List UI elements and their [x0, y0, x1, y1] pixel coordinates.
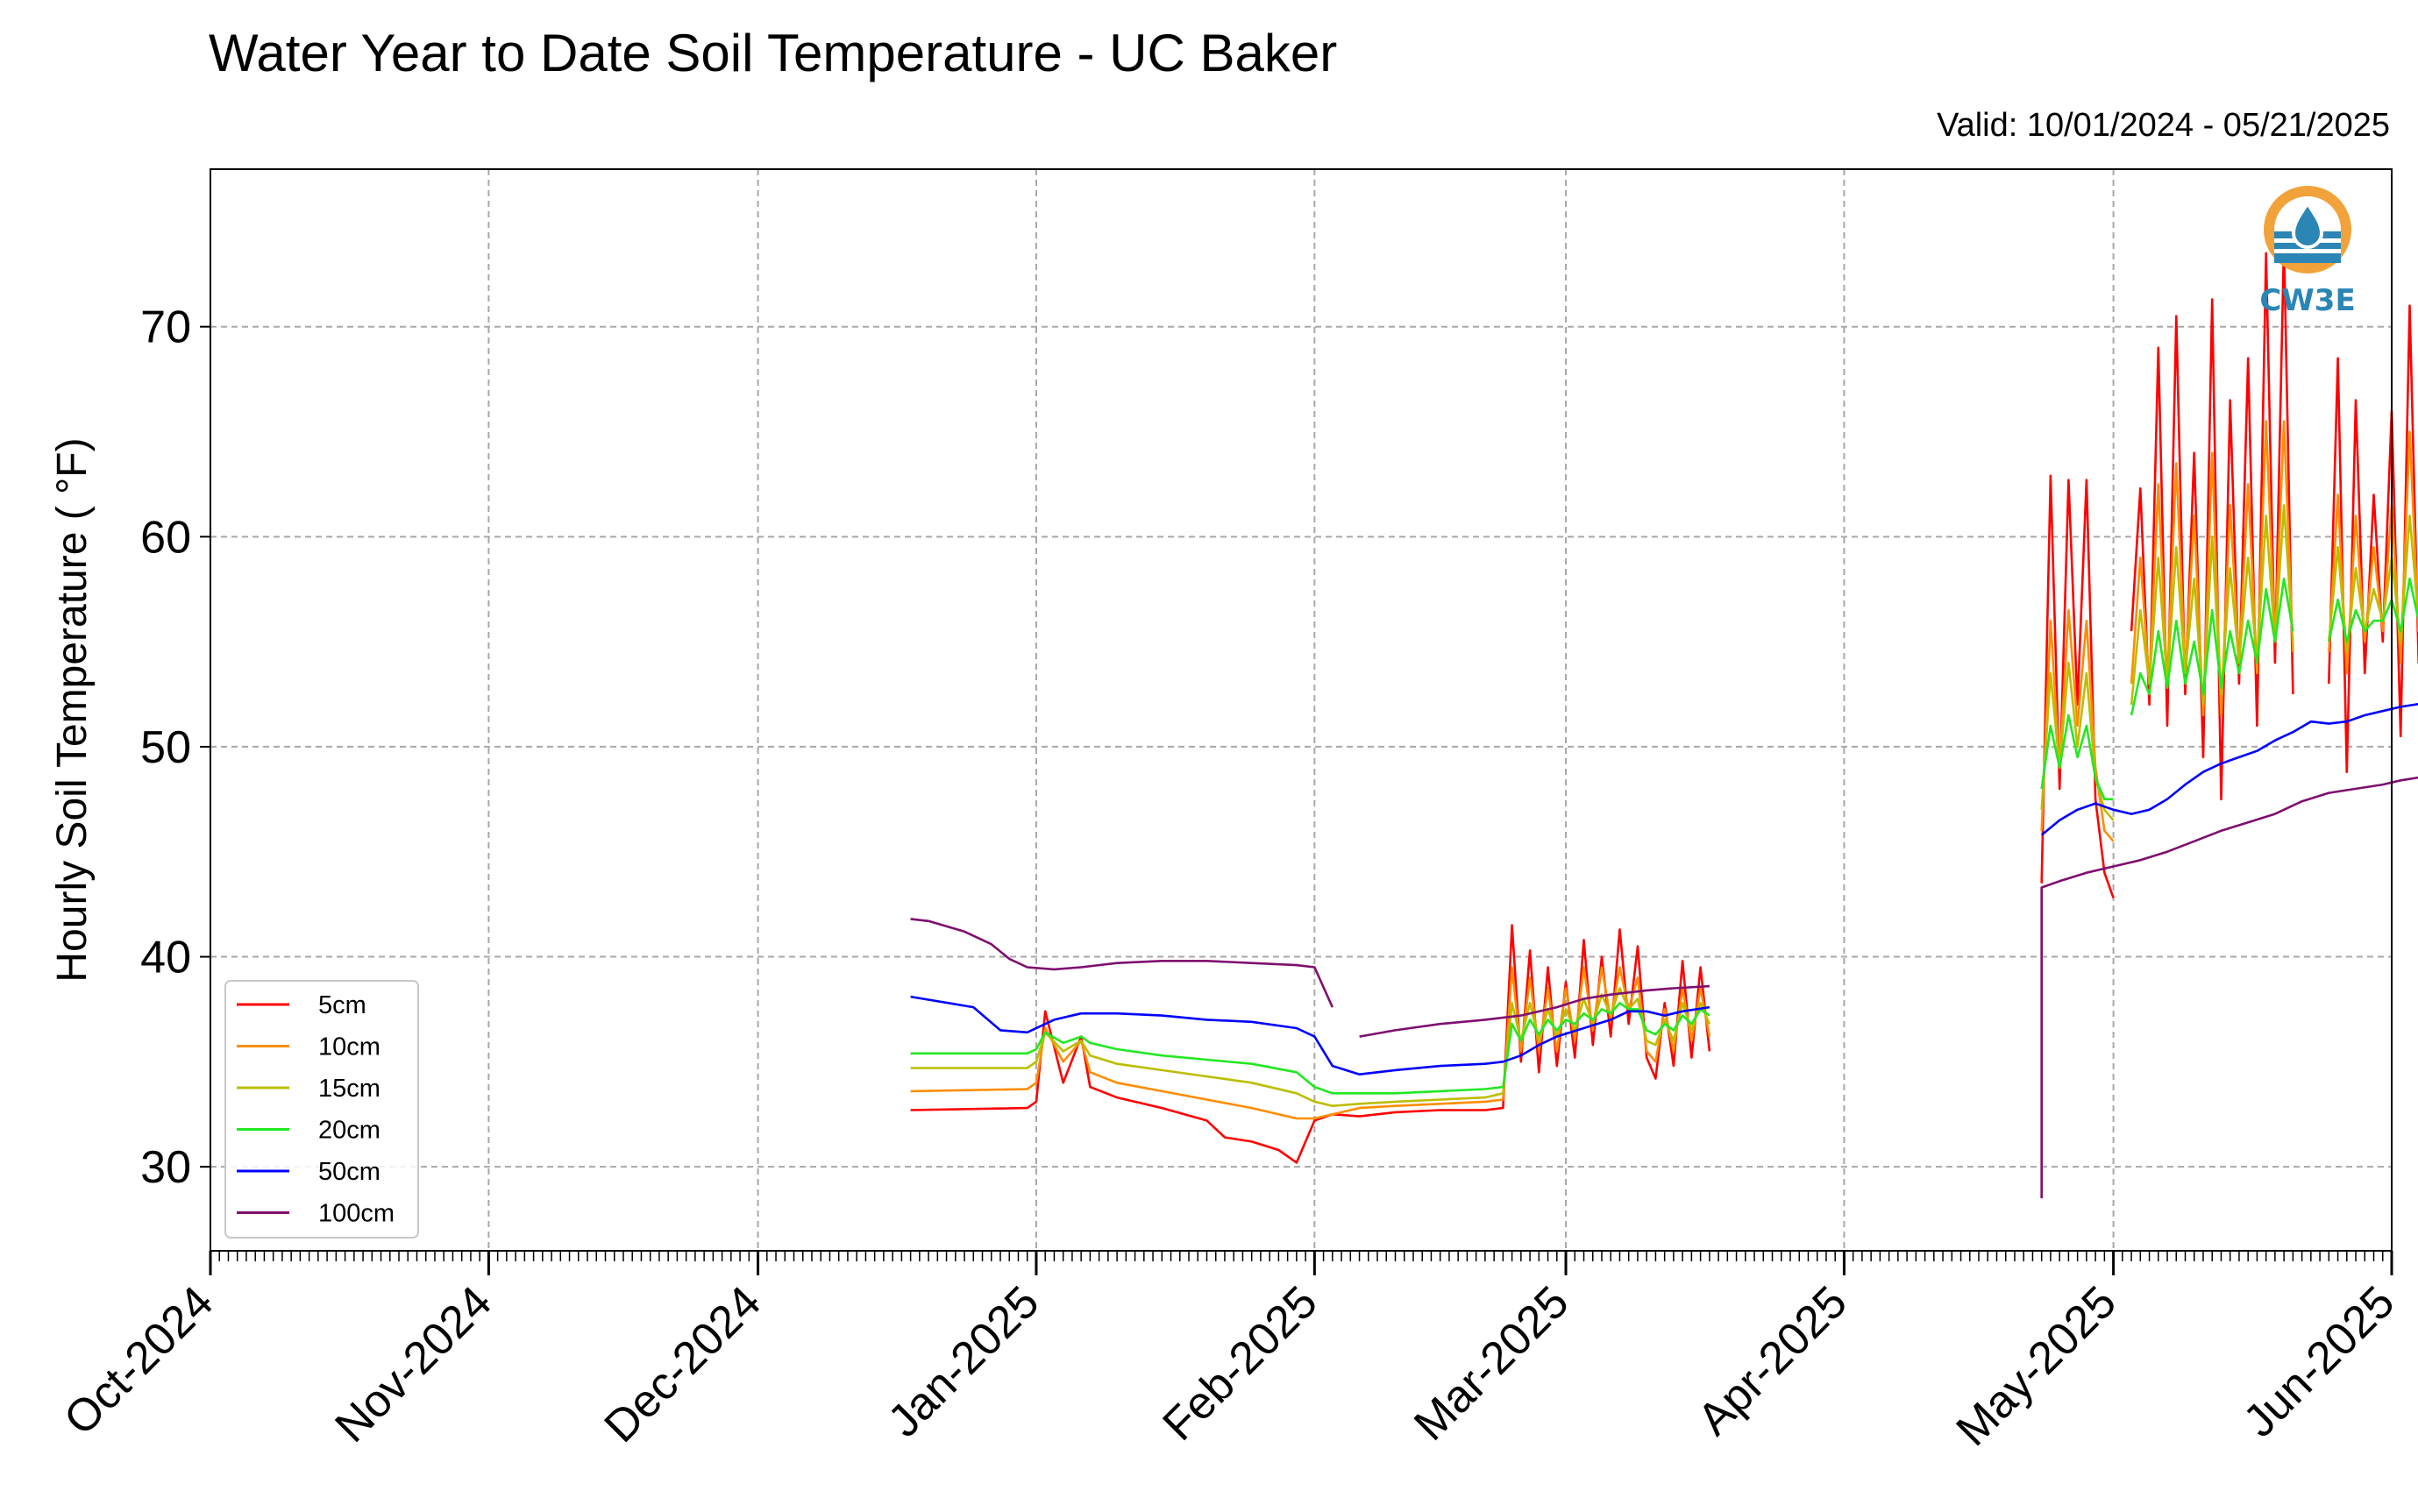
series-line-15cm — [2040, 661, 2115, 821]
legend: 5cm 10cm 15cm 20cm 50cm 100cm — [224, 980, 419, 1239]
x-tick-label: Oct-2024 — [54, 1276, 223, 1445]
x-tick-label: Nov-2024 — [325, 1276, 501, 1452]
series-line-5cm — [910, 924, 1711, 1164]
y-tick-label: 60 — [140, 512, 191, 563]
series-line-10cm — [2040, 608, 2115, 842]
series-lines — [910, 241, 2418, 1199]
series-line-5cm — [2130, 241, 2294, 801]
series-line-20cm — [910, 1002, 1710, 1095]
series-line-20cm — [2328, 577, 2418, 643]
y-tick-label: 70 — [140, 302, 191, 353]
legend-label-10cm: 10cm — [318, 1033, 380, 1061]
legend-label-100cm: 100cm — [318, 1200, 395, 1228]
series-line-5cm — [2328, 304, 2418, 774]
series-line-15cm — [910, 987, 1711, 1107]
y-tick-label: 40 — [140, 933, 191, 983]
x-tick-label: Mar-2025 — [1405, 1276, 1578, 1450]
y-tick-label: 30 — [140, 1142, 191, 1193]
x-tick-label: May-2025 — [1947, 1276, 2127, 1456]
series-line-15cm — [2130, 504, 2294, 706]
y-tick-label: 50 — [140, 722, 191, 773]
legend-label-50cm: 50cm — [318, 1158, 380, 1186]
series-line-50cm — [910, 995, 1710, 1075]
x-tick-label: Dec-2024 — [595, 1276, 771, 1452]
x-tick-label: Jun-2025 — [2234, 1276, 2404, 1446]
legend-label-5cm: 5cm — [318, 991, 366, 1019]
series-line-100cm — [1359, 984, 1710, 1038]
legend-label-15cm: 15cm — [318, 1075, 380, 1103]
cw3e-logo: CW3E — [2259, 186, 2356, 318]
grid-lines — [210, 169, 2392, 1251]
x-tick-label: Apr-2025 — [1689, 1276, 1857, 1445]
series-line-100cm — [2040, 776, 2418, 1199]
series-line-5cm — [2040, 474, 2115, 898]
water-drop-icon — [2291, 200, 2324, 249]
series-line-100cm — [910, 918, 1333, 1008]
logo-text: CW3E — [2259, 283, 2355, 318]
legend-label-20cm: 20cm — [318, 1117, 380, 1145]
series-line-10cm — [910, 966, 1711, 1120]
x-tick-label: Jan-2025 — [878, 1276, 1049, 1446]
plot-frame — [210, 168, 2393, 1252]
series-line-50cm — [2040, 702, 2418, 836]
chart-title: Water Year to Date Soil Temperature - UC… — [209, 24, 1338, 82]
y-axis-label: Hourly Soil Temperature ( °F) — [49, 437, 96, 982]
x-tick-label: Feb-2025 — [1153, 1276, 1326, 1450]
axis-ticks: 30 40 50 60 70 Oct-2024 Nov-2024 Dec-2024 Jan-20… — [54, 302, 2404, 1456]
series-line-20cm — [2130, 577, 2294, 716]
series-line-10cm — [2130, 420, 2294, 717]
series-line-20cm — [2040, 713, 2114, 801]
valid-date-range: Valid: 10/01/2024 - 05/21/2025 — [1937, 107, 2390, 144]
